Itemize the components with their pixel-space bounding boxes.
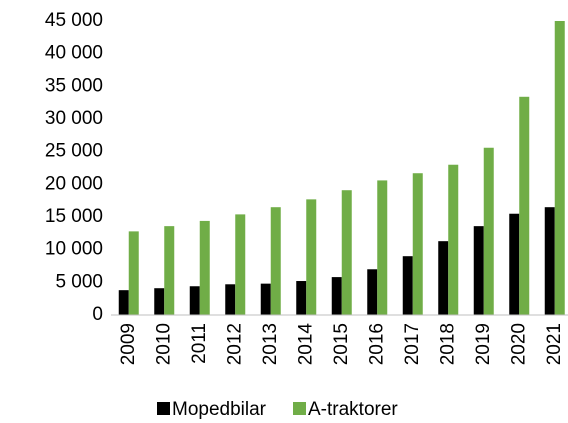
x-tick-label: 2016: [366, 323, 387, 365]
bar: [270, 207, 281, 315]
y-tick-label: 20 000: [45, 173, 103, 194]
bar: [544, 207, 555, 315]
bar: [260, 283, 271, 315]
x-tick-label: 2011: [189, 323, 210, 364]
bar: [306, 199, 317, 315]
bar: [199, 220, 210, 315]
x-tick-label: 2014: [295, 323, 316, 366]
x-tick-label: 2015: [331, 323, 352, 365]
bar: [128, 231, 139, 315]
bar: [235, 214, 246, 315]
x-tick-label: 2018: [437, 323, 458, 365]
legend-label: Mopedbilar: [172, 399, 267, 420]
y-tick-label: 25 000: [45, 141, 103, 162]
bar: [225, 284, 236, 315]
legend-swatch: [157, 402, 170, 415]
bar: [402, 256, 413, 315]
x-tick-label: 2009: [118, 323, 139, 365]
bar: [118, 290, 129, 315]
bar: [331, 277, 342, 315]
bar: [554, 21, 565, 315]
bar: [296, 281, 307, 315]
x-tick-label: 2010: [153, 323, 174, 365]
bar: [412, 173, 423, 315]
x-tick-label: 2019: [473, 323, 494, 365]
bar: [438, 241, 449, 315]
bar: [519, 96, 530, 315]
legend-label: A-traktorer: [308, 399, 398, 420]
bar: [154, 288, 165, 315]
y-tick-label: 45 000: [45, 10, 103, 31]
y-tick-label: 35 000: [45, 75, 103, 96]
bar: [367, 269, 378, 315]
y-tick-label: 0: [92, 304, 103, 325]
bar: [189, 286, 200, 315]
bar: [341, 190, 352, 315]
bar: [377, 180, 388, 315]
y-tick-label: 10 000: [45, 239, 103, 260]
bar: [483, 147, 494, 315]
y-tick-label: 15 000: [45, 206, 103, 227]
x-tick-label: 2013: [260, 323, 281, 365]
y-tick-label: 5 000: [55, 271, 103, 292]
x-tick-label: 2017: [402, 323, 423, 365]
y-tick-label: 30 000: [45, 108, 103, 129]
bar: [448, 164, 459, 315]
x-tick-label: 2021: [544, 323, 565, 365]
x-tick-label: 2012: [224, 323, 245, 365]
legend-swatch: [293, 402, 306, 415]
bar: [164, 226, 175, 315]
bar: [473, 226, 484, 315]
y-tick-label: 40 000: [45, 43, 103, 64]
bar: [509, 213, 520, 315]
x-tick-label: 2020: [508, 323, 529, 365]
